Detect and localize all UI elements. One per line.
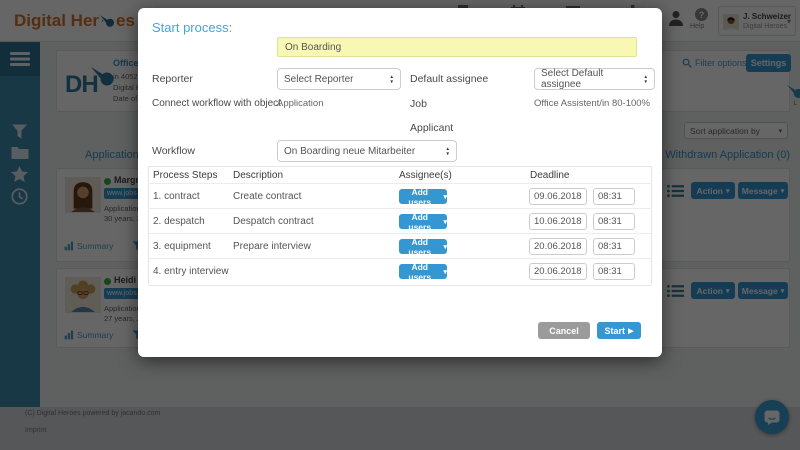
connect-workflow-label: Connect workflow with object <box>152 98 281 109</box>
deadline-date-input[interactable] <box>529 238 587 255</box>
step-description: Create contract <box>233 191 302 202</box>
step-description: Prepare interview <box>233 241 311 252</box>
table-header-row: Process Steps Description Assignee(s) De… <box>149 167 651 184</box>
select-arrows-icon: ▲ ▼ <box>643 74 648 84</box>
step-name: 2. despatch <box>153 216 205 227</box>
select-arrows-icon: ▲ ▼ <box>389 74 394 84</box>
default-assignee-label: Default assignee <box>410 73 489 85</box>
reporter-label: Reporter <box>152 73 193 85</box>
deadline-time-input[interactable] <box>593 263 635 280</box>
select-arrows-icon: ▲ ▼ <box>445 146 450 156</box>
applicant-label: Applicant <box>410 122 454 134</box>
table-row: 2. despatch Despatch contract Add users ▾ <box>149 209 651 234</box>
deadline-time-input[interactable] <box>593 188 635 205</box>
deadline-date-input[interactable] <box>529 188 587 205</box>
job-value: Office Assistent/in 80-100% <box>534 98 650 109</box>
play-icon: ▶ <box>628 327 634 335</box>
deadline-date-input[interactable] <box>529 263 587 280</box>
add-users-button[interactable]: Add users ▾ <box>399 187 447 207</box>
start-process-modal: Start process: Reporter Select Reporter … <box>138 8 662 357</box>
workflow-select[interactable]: On Boarding neue Mitarbeiter ▲ ▼ <box>277 140 457 162</box>
modal-title: Start process: <box>152 20 233 35</box>
process-name-input[interactable] <box>277 37 637 57</box>
step-name: 3. equipment <box>153 241 211 252</box>
process-steps-table: Process Steps Description Assignee(s) De… <box>148 166 652 286</box>
step-name: 1. contract <box>153 191 200 202</box>
step-description: Despatch contract <box>233 216 314 227</box>
deadline-date-input[interactable] <box>529 213 587 230</box>
table-row: 1. contract Create contract Add users ▾ <box>149 184 651 209</box>
workflow-label: Workflow <box>152 145 195 157</box>
step-name: 4. entry interview <box>153 266 229 277</box>
deadline-time-input[interactable] <box>593 213 635 230</box>
add-users-button[interactable]: Add users ▾ <box>399 212 447 232</box>
connect-workflow-value: Application <box>277 98 324 109</box>
cancel-button[interactable]: Cancel <box>538 322 590 339</box>
job-label: Job <box>410 98 427 110</box>
start-button[interactable]: Start ▶ <box>597 322 641 339</box>
table-row: 3. equipment Prepare interview Add users… <box>149 234 651 259</box>
reporter-select[interactable]: Select Reporter ▲ ▼ <box>277 68 401 90</box>
table-row: 4. entry interview Add users ▾ <box>149 259 651 284</box>
default-assignee-select[interactable]: Select Default assignee ▲ ▼ <box>534 68 655 90</box>
deadline-time-input[interactable] <box>593 238 635 255</box>
add-users-button[interactable]: Add users ▾ <box>399 262 447 282</box>
add-users-button[interactable]: Add users ▾ <box>399 237 447 257</box>
